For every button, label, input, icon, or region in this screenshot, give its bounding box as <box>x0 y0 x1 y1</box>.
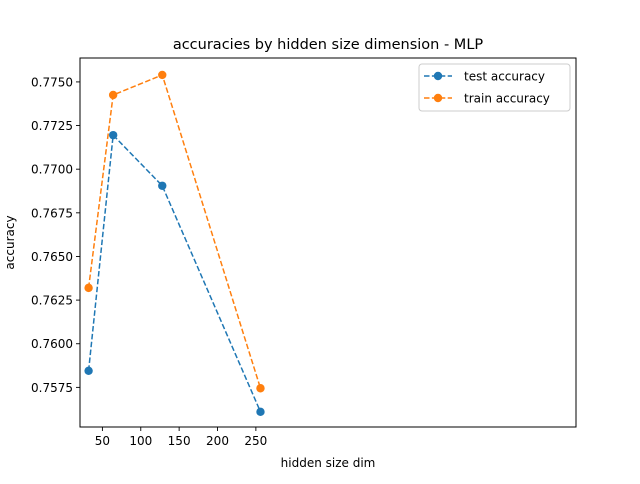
series-line-train-accuracy <box>87 73 262 389</box>
y-tick-label: 0.7600 <box>31 337 73 351</box>
y-axis-label: accuracy <box>3 215 17 269</box>
data-point-test-accuracy <box>158 181 167 190</box>
legend-label-test-accuracy: test accuracy <box>464 70 545 84</box>
x-tick-label: 50 <box>95 434 110 448</box>
legend-label-train-accuracy: train accuracy <box>464 92 550 106</box>
y-tick-label: 0.7725 <box>31 119 73 133</box>
legend-item-test-accuracy: test accuracy <box>424 70 545 84</box>
chart-legend: test accuracy train accuracy <box>418 63 571 112</box>
data-point-train-accuracy <box>84 283 93 293</box>
legend-marker-test-accuracy <box>433 71 443 81</box>
data-point-test-accuracy <box>256 407 265 417</box>
y-tick-label: 0.7625 <box>31 294 73 308</box>
legend-marker-train-accuracy <box>433 93 443 103</box>
y-tick-label: 0.7750 <box>31 75 73 89</box>
data-point-train-accuracy <box>108 90 118 100</box>
y-tick-label: 0.7650 <box>31 250 73 264</box>
x-tick-label: 150 <box>168 434 191 448</box>
y-tick-label: 0.7675 <box>31 206 73 220</box>
x-tick-label: 250 <box>244 434 267 448</box>
chart-title: accuracies by hidden size dimension - ML… <box>173 37 484 53</box>
plot-area <box>80 58 576 427</box>
data-point-train-accuracy <box>256 384 265 393</box>
y-tick-label: 0.7575 <box>31 381 73 395</box>
data-point-test-accuracy <box>84 366 93 375</box>
series-layer <box>84 70 265 417</box>
legend-item-train-accuracy: train accuracy <box>424 92 550 106</box>
y-axis-ticks: 0.7575 0.7600 0.7625 0.7650 0.7675 0.7700 0.77… <box>31 75 80 395</box>
y-tick-label: 0.7700 <box>31 163 73 177</box>
x-tick-label: 200 <box>206 434 229 448</box>
x-tick-label: 100 <box>129 434 152 448</box>
x-axis-label: hidden size dim <box>281 456 376 470</box>
series-line-test-accuracy <box>87 133 262 413</box>
plot-frame <box>79 57 577 428</box>
data-point-test-accuracy <box>108 130 118 140</box>
x-axis-ticks: 50 100 150 200 250 <box>95 427 267 448</box>
legend-box <box>418 63 571 112</box>
data-point-train-accuracy <box>158 70 167 80</box>
